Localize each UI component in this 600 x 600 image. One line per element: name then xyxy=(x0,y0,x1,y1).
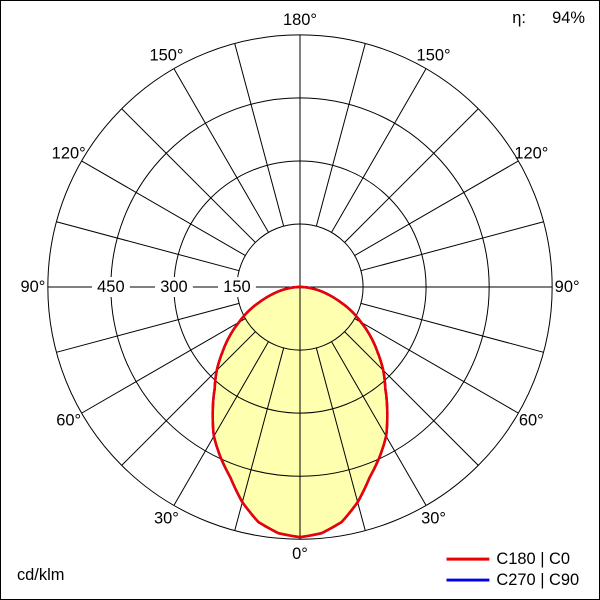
angle-labels-layer: 0° 30° 30° 60° 60° 90° 90° 120° 120° 150° 150° 180° xyxy=(20,11,579,563)
grid-radial-line xyxy=(81,160,246,256)
intensity-curves xyxy=(211,285,389,539)
angle-label: 60° xyxy=(56,412,81,430)
grid-radial-line xyxy=(344,331,479,466)
unit-label: cd/klm xyxy=(17,566,65,584)
tick-label-bg xyxy=(154,277,193,298)
radial-tick-label: 450 xyxy=(97,278,124,296)
radial-tick-label: 150 xyxy=(223,278,250,296)
grid-radial-line xyxy=(234,43,285,227)
tick-label-bg xyxy=(91,277,130,298)
grid-radial-line xyxy=(121,331,256,466)
grid-radial-line xyxy=(56,221,240,272)
angle-label: 30° xyxy=(154,509,179,527)
radial-tick-label: 300 xyxy=(160,278,187,296)
grid-radial-line xyxy=(331,341,427,506)
efficiency-value: 94% xyxy=(552,9,585,27)
angle-label: 90° xyxy=(20,278,45,296)
grid-radial-line xyxy=(360,221,544,272)
grid-radial-line xyxy=(354,160,519,256)
grid-radial-line xyxy=(360,302,544,353)
grid-radial-line xyxy=(81,318,246,414)
grid-radial-line xyxy=(121,108,256,243)
angle-label: 180° xyxy=(283,11,317,29)
legend-label-c0: C180 | C0 xyxy=(496,550,570,568)
grid-radial-line xyxy=(354,318,519,414)
grid-radial-line xyxy=(315,347,366,531)
polar-grid-layer xyxy=(47,34,553,540)
intensity-curve-c0 xyxy=(211,285,389,539)
grid-radial-line xyxy=(344,108,479,243)
efficiency-label: η: xyxy=(512,9,526,27)
angle-label: 60° xyxy=(519,412,544,430)
legend-label-c90: C270 | C90 xyxy=(496,571,579,589)
grid-radial-line xyxy=(173,341,269,506)
angle-label: 90° xyxy=(555,278,580,296)
tick-label-bg xyxy=(218,277,256,298)
angle-label: 150° xyxy=(149,47,183,65)
grid-radial-line xyxy=(173,68,269,233)
grid-radial-line xyxy=(315,43,366,227)
angle-label: 30° xyxy=(421,509,446,527)
angle-label: 120° xyxy=(52,144,86,162)
angle-label: 150° xyxy=(417,47,451,65)
grid-radial-line xyxy=(56,302,240,353)
grid-radial-line xyxy=(234,347,285,531)
angle-label: 0° xyxy=(292,545,308,563)
grid-radial-line xyxy=(331,68,427,233)
radial-tick-labels: 150 300 450 xyxy=(91,277,256,298)
angle-label: 120° xyxy=(514,144,548,162)
